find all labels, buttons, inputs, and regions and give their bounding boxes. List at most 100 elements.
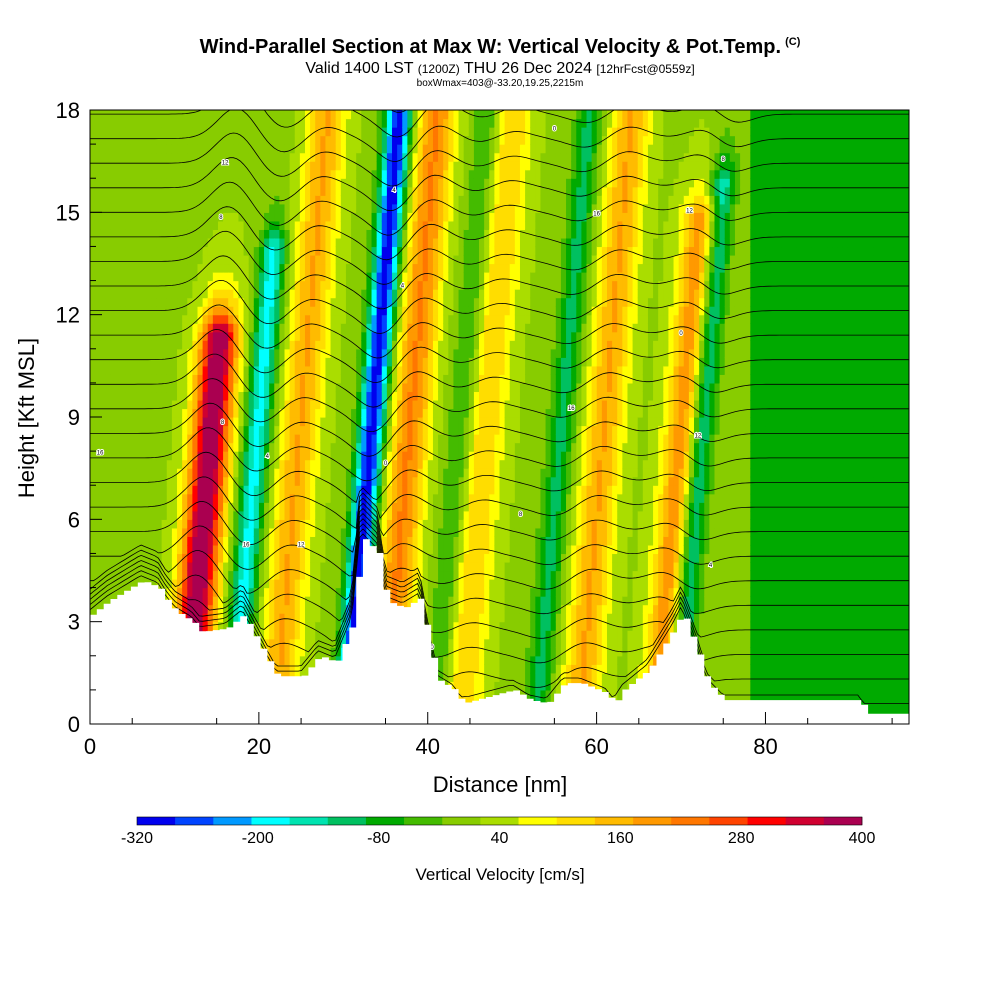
velocity-cell	[177, 476, 183, 486]
velocity-cell	[151, 357, 158, 367]
velocity-cell	[197, 135, 204, 145]
velocity-cell	[141, 519, 147, 529]
velocity-cell	[422, 246, 429, 256]
velocity-cell	[315, 502, 321, 512]
velocity-cell	[146, 442, 153, 452]
velocity-cell	[294, 579, 301, 589]
velocity-cell	[212, 451, 219, 461]
velocity-cell	[264, 493, 270, 503]
velocity-cell	[202, 510, 209, 520]
velocity-cell	[432, 306, 439, 316]
velocity-cell	[151, 348, 158, 358]
velocity-cell	[371, 118, 378, 128]
velocity-cell	[130, 348, 137, 358]
velocity-cell	[412, 323, 419, 333]
velocity-cell	[417, 203, 424, 213]
velocity-cell	[304, 246, 311, 256]
velocity-cell	[264, 306, 270, 316]
velocity-cell	[402, 527, 408, 537]
velocity-cell	[351, 306, 357, 316]
velocity-cell	[325, 630, 332, 640]
velocity-cell	[325, 399, 332, 410]
velocity-cell	[187, 604, 193, 614]
velocity-cell	[438, 417, 444, 427]
velocity-cell	[130, 399, 137, 410]
velocity-cell	[156, 272, 163, 282]
velocity-cell	[90, 459, 96, 469]
velocity-cell	[161, 485, 168, 495]
velocity-cell	[130, 289, 137, 299]
velocity-cell	[427, 272, 434, 282]
velocity-cell	[407, 527, 414, 537]
velocity-cell	[95, 246, 101, 256]
velocity-cell	[351, 374, 357, 384]
velocity-cell	[427, 459, 434, 469]
velocity-cell	[110, 127, 117, 137]
velocity-cell	[284, 630, 291, 640]
velocity-cell	[130, 152, 137, 162]
velocity-cell	[233, 561, 240, 572]
velocity-cell	[427, 510, 434, 520]
velocity-cell	[345, 570, 352, 580]
velocity-cell	[182, 451, 188, 461]
velocity-cell	[243, 434, 250, 444]
velocity-cell	[438, 323, 444, 333]
velocity-cell	[335, 596, 342, 606]
velocity-cell	[294, 468, 301, 478]
velocity-cell	[166, 391, 173, 401]
velocity-cell	[366, 212, 373, 222]
velocity-cell	[366, 289, 373, 299]
velocity-cell	[315, 348, 321, 358]
velocity-cell	[223, 459, 229, 469]
velocity-cell	[269, 570, 275, 580]
velocity-cell	[130, 280, 137, 290]
velocity-cell	[356, 485, 362, 495]
velocity-cell	[345, 510, 352, 520]
velocity-cell	[105, 135, 112, 145]
velocity-cell	[310, 544, 316, 555]
velocity-cell	[156, 161, 163, 171]
velocity-cell	[289, 297, 296, 307]
velocity-cell	[243, 306, 250, 316]
velocity-cell	[110, 220, 117, 230]
velocity-cell	[407, 212, 414, 222]
velocity-cell	[217, 493, 224, 503]
velocity-cell	[212, 237, 219, 248]
velocity-cell	[330, 485, 337, 495]
velocity-cell	[386, 297, 393, 307]
velocity-cell	[217, 527, 224, 537]
velocity-cell	[207, 621, 214, 631]
velocity-cell	[125, 553, 132, 563]
velocity-cell	[248, 459, 255, 469]
velocity-cell	[422, 203, 429, 213]
velocity-cell	[325, 579, 332, 589]
velocity-cell	[264, 297, 270, 307]
velocity-cell	[345, 621, 352, 631]
velocity-cell	[294, 536, 301, 546]
velocity-cell	[310, 553, 316, 563]
velocity-cell	[427, 254, 434, 265]
velocity-cell	[438, 519, 444, 529]
velocity-cell	[192, 178, 199, 188]
velocity-cell	[90, 135, 96, 145]
velocity-cell	[228, 297, 234, 307]
velocity-cell	[412, 135, 419, 145]
velocity-cell	[202, 135, 209, 145]
velocity-cell	[269, 391, 275, 401]
velocity-cell	[228, 254, 234, 265]
velocity-cell	[325, 442, 332, 452]
velocity-cell	[304, 561, 311, 572]
velocity-cell	[95, 459, 101, 469]
velocity-cell	[371, 135, 378, 145]
velocity-cell	[233, 408, 240, 418]
velocity-cell	[310, 263, 316, 273]
velocity-cell	[166, 561, 173, 572]
velocity-cell	[351, 297, 357, 307]
velocity-cell	[432, 212, 439, 222]
velocity-cell	[330, 382, 337, 393]
velocity-cell	[351, 604, 357, 614]
velocity-cell	[207, 527, 214, 537]
velocity-cell	[100, 178, 106, 188]
velocity-cell	[345, 280, 352, 290]
velocity-cell	[289, 391, 296, 401]
